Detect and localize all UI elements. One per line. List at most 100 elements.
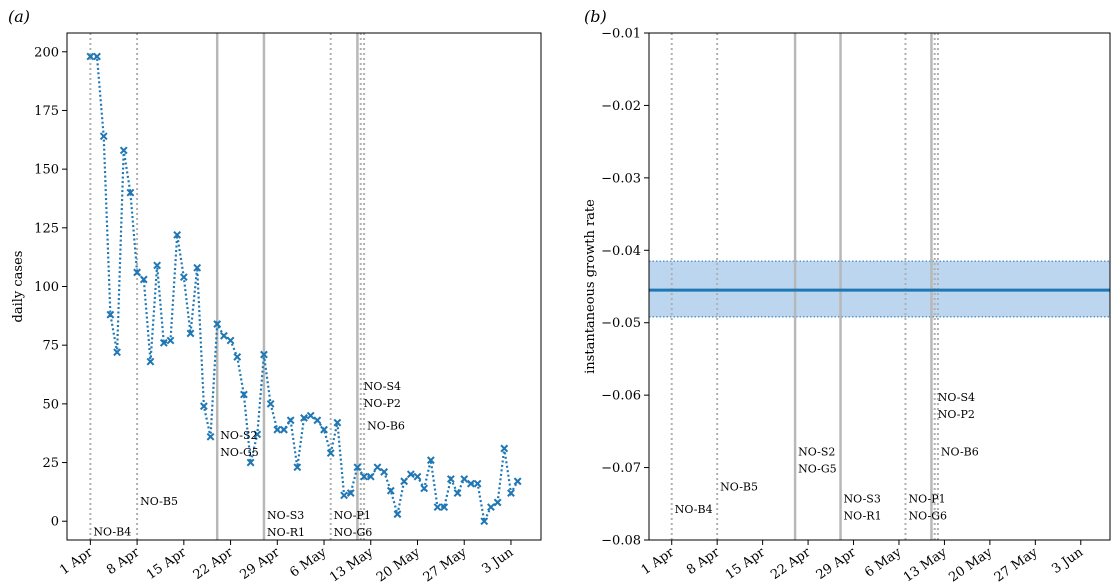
data-point-40 [353, 463, 362, 472]
data-point-7 [133, 268, 142, 277]
data-point-37 [333, 418, 342, 427]
event-label-no-s4: NO-S4 [938, 391, 975, 404]
data-point-11 [159, 338, 168, 347]
data-point-9 [146, 357, 155, 366]
data-point-55 [453, 489, 462, 497]
data-point-64 [513, 477, 522, 486]
data-point-22 [233, 353, 242, 361]
x-tick-label: 3 Jun [479, 545, 516, 577]
x-tick-label: 29 Apr [237, 545, 283, 583]
x-tick-label: 6 May [862, 545, 905, 581]
event-label-no-s4: NO-S4 [364, 380, 401, 393]
event-label-no-b6: NO-B6 [367, 420, 405, 433]
data-point-52 [433, 503, 442, 512]
data-point-45 [386, 486, 395, 495]
x-tick-label: 29 Apr [814, 545, 860, 583]
x-tick-label: 1 Apr [639, 545, 678, 579]
y-tick-label: −0.08 [601, 534, 641, 549]
event-label-no-g6: NO-G6 [334, 526, 373, 539]
event-label-no-s3: NO-S3 [267, 509, 304, 522]
x-tick-label: 20 May [946, 545, 995, 586]
data-point-42 [366, 472, 375, 481]
x-tick-label: 1 Apr [57, 545, 96, 579]
y-tick-label: −0.02 [601, 99, 641, 114]
data-point-35 [320, 425, 328, 434]
data-point-41 [360, 472, 368, 481]
data-point-63 [507, 489, 515, 497]
event-label-no-g5: NO-G5 [220, 446, 259, 459]
data-point-23 [240, 390, 248, 399]
data-point-18 [206, 432, 215, 441]
event-label-no-b6: NO-B6 [941, 445, 979, 458]
x-tick-label: 8 Apr [104, 545, 143, 579]
data-point-59 [480, 517, 489, 526]
event-label-no-b5: NO-B5 [140, 495, 178, 508]
event-label-no-s2: NO-S2 [798, 445, 835, 458]
y-tick-label: 200 [34, 45, 59, 60]
x-tick-label: 15 Apr [723, 545, 769, 583]
data-point-58 [473, 479, 482, 488]
x-tick-label: 3 Jun [1049, 545, 1086, 577]
data-point-24 [246, 458, 255, 467]
x-tick-label: 13 May [901, 545, 950, 586]
data-point-13 [173, 230, 182, 239]
event-label-no-p1: NO-P1 [334, 509, 371, 522]
data-point-46 [393, 510, 402, 519]
data-point-1 [93, 52, 101, 61]
data-point-57 [466, 479, 475, 488]
data-point-30 [286, 416, 295, 425]
panel-a: (a) daily cases NO-B4 NO-B5 NO-S2 NO-G5 NO-S3 N… [8, 7, 542, 586]
plot-frame [648, 32, 1111, 541]
series-line [90, 55, 519, 525]
event-label-no-g5: NO-G5 [798, 462, 837, 475]
data-point-20 [219, 331, 228, 340]
data-point-16 [193, 263, 202, 272]
x-tick-label: 27 May [421, 545, 470, 586]
data-point-29 [280, 425, 288, 434]
data-point-0 [86, 52, 95, 61]
event-label-no-b4: NO-B4 [93, 525, 131, 538]
y-tick-label: 25 [42, 456, 59, 471]
data-point-3 [106, 310, 115, 319]
y-tick-label: −0.05 [601, 316, 641, 331]
data-point-38 [340, 491, 348, 500]
data-point-25 [253, 430, 262, 439]
data-point-2 [99, 132, 108, 141]
x-tick-label: 22 Apr [768, 545, 814, 583]
data-point-31 [293, 463, 302, 472]
panel-label: (a) [8, 7, 30, 26]
data-point-34 [313, 416, 322, 425]
plot-frame [66, 32, 542, 541]
y-axis-label: daily cases [11, 251, 26, 323]
x-tick-label: 8 Apr [684, 545, 723, 579]
data-point-49 [413, 472, 422, 481]
data-point-61 [493, 498, 502, 507]
data-point-44 [380, 468, 389, 476]
data-point-17 [199, 402, 208, 411]
x-tick-label: 13 May [327, 545, 376, 586]
event-label-no-b4: NO-B4 [675, 503, 713, 516]
data-point-54 [446, 475, 455, 483]
data-point-21 [226, 336, 235, 345]
data-point-14 [179, 273, 188, 282]
event-label-no-r1: NO-R1 [844, 509, 882, 522]
y-tick-label: 50 [42, 397, 59, 412]
y-tick-label: −0.01 [601, 27, 641, 42]
data-point-62 [500, 444, 509, 453]
y-tick-label: 75 [42, 339, 59, 354]
data-point-36 [326, 449, 335, 458]
data-point-32 [300, 414, 308, 422]
y-tick-label: 150 [34, 163, 59, 178]
data-point-10 [153, 261, 162, 270]
data-point-47 [400, 477, 409, 486]
event-label-no-p1: NO-P1 [908, 492, 945, 505]
x-tick-label: 20 May [374, 545, 423, 586]
event-label-no-s2: NO-S2 [220, 429, 257, 442]
y-tick-label: −0.03 [601, 171, 641, 186]
data-point-39 [346, 489, 355, 497]
data-point-26 [260, 350, 268, 359]
event-label-no-s3: NO-S3 [844, 492, 881, 505]
data-point-60 [487, 503, 495, 512]
data-point-5 [119, 146, 128, 155]
data-point-53 [440, 503, 449, 512]
